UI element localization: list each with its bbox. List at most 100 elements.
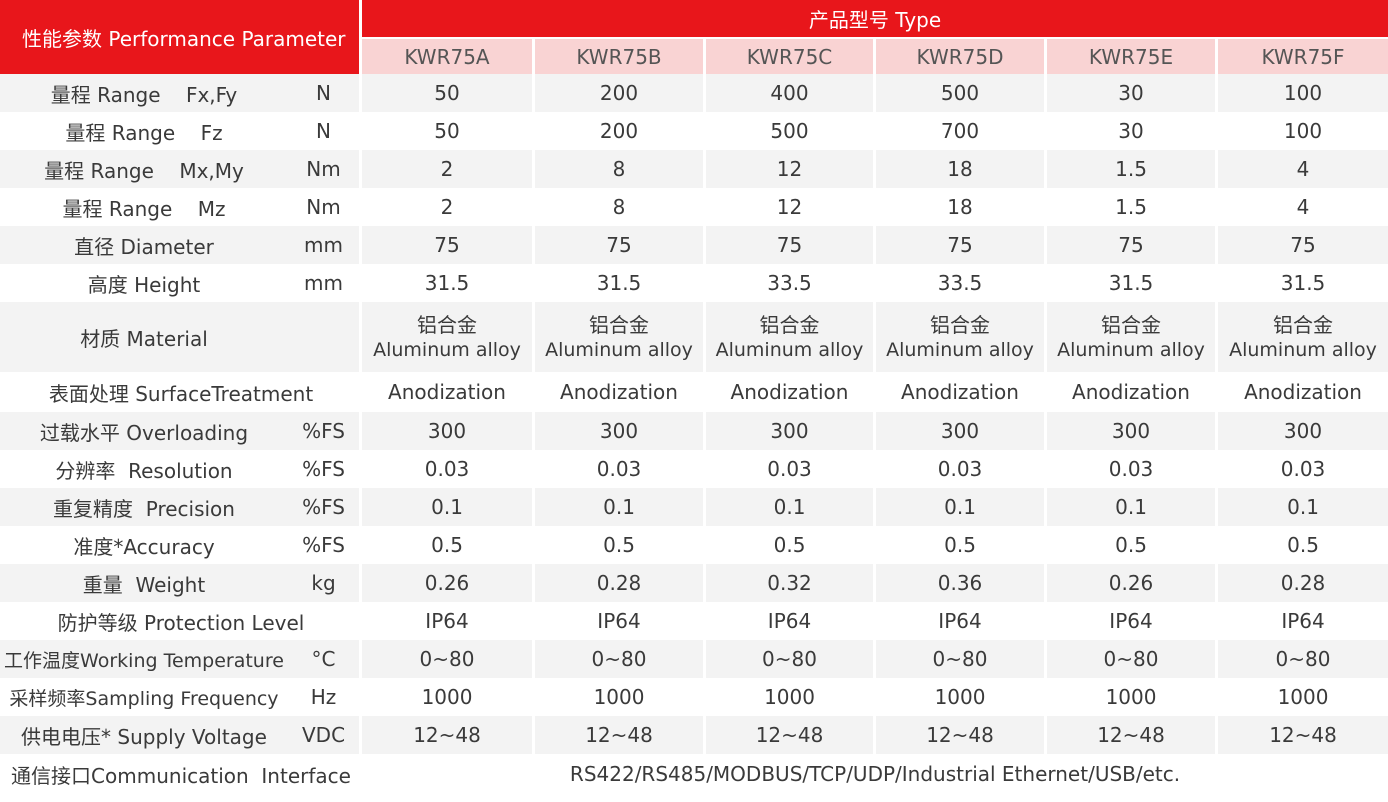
row-label: 高度 Height xyxy=(87,272,201,297)
row-label: 重量 Weight xyxy=(0,564,288,602)
spec-row: 工作温度Working Temperature °C 0~80 0~80 0~8… xyxy=(0,640,1388,678)
value-cell: 1000 xyxy=(876,678,1048,716)
value-cell: 4 xyxy=(1218,150,1388,188)
value-cell: IP64 xyxy=(1047,602,1219,640)
value-cell: 0.1 xyxy=(1047,488,1219,526)
model-row: KWR75A KWR75B KWR75C KWR75D KWR75E KWR75… xyxy=(0,37,1388,74)
value-cell: 1.5 xyxy=(1047,188,1219,226)
value-cell: 31.5 xyxy=(535,264,707,302)
value-cell: 300 xyxy=(1047,412,1219,450)
value-cell: Anodization xyxy=(1047,372,1219,412)
performance-header: 性能参数 Performance Parameter xyxy=(0,0,363,74)
material-en: Aluminum alloy xyxy=(715,339,864,361)
communication-value: RS422/RS485/MODBUS/TCP/UDP/Industrial Et… xyxy=(569,762,1181,786)
spec-row: 量程 Range Fx,Fy N 50 200 400 500 30 100 xyxy=(0,74,1388,112)
value-cell: 1000 xyxy=(706,678,877,716)
value-cell: IP64 xyxy=(535,602,707,640)
value-cell: 100 xyxy=(1218,74,1388,112)
spec-row: 高度 Height mm 31.5 31.5 33.5 33.5 31.5 31… xyxy=(0,264,1388,302)
value-cell: 75 xyxy=(1218,226,1388,264)
value-cell: 1000 xyxy=(535,678,707,716)
type-header: 产品型号 Type xyxy=(362,0,1388,37)
model-cell: KWR75C xyxy=(706,37,877,74)
value-cell: 12~48 xyxy=(362,716,536,754)
model-cell: KWR75B xyxy=(535,37,707,74)
row-label: 通信接口Communication Interface xyxy=(11,763,351,788)
row-label: 工作温度Working Temperature xyxy=(0,640,288,678)
value-cell: 31.5 xyxy=(1047,264,1219,302)
value-cell: 1000 xyxy=(1047,678,1219,716)
value-cell: 12~48 xyxy=(535,716,707,754)
row-unit: kg xyxy=(288,564,363,602)
value-cell: Anodization xyxy=(876,372,1048,412)
material-cell: 铝合金 Aluminum alloy xyxy=(535,302,707,372)
value-cell: 1000 xyxy=(1277,685,1329,709)
value-cell: 2 xyxy=(362,150,536,188)
value-cell: 200 xyxy=(535,74,707,112)
value-cell: 12~48 xyxy=(1047,716,1219,754)
value-cell: 75 xyxy=(706,226,877,264)
spec-row: 采样频率Sampling Frequency Hz 1000 1000 1000… xyxy=(0,678,1388,716)
row-unit: Hz xyxy=(288,678,363,716)
value-cell: 50 xyxy=(362,74,536,112)
material-row: 材质 Material 铝合金 Aluminum alloy 铝合金 Aluminu… xyxy=(0,302,1388,372)
value-cell: 0~80 xyxy=(1218,640,1388,678)
value-cell: 12 xyxy=(706,150,877,188)
value-cell: 12~48 xyxy=(706,716,877,754)
value-cell: 0~80 xyxy=(1047,640,1219,678)
value-cell: 0.03 xyxy=(535,450,707,488)
material-cell: 铝合金 Aluminum alloy xyxy=(362,302,536,372)
value-cell: 0.1 xyxy=(362,488,536,526)
value-cell: 33.5 xyxy=(876,264,1048,302)
value-cell: 0.03 xyxy=(876,450,1048,488)
model-cell: KWR75A xyxy=(362,37,536,74)
row-label: 量程 Range Mz xyxy=(62,196,226,221)
value-cell: 0.5 xyxy=(876,526,1048,564)
value-cell: 300 xyxy=(876,412,1048,450)
row-unit: Nm xyxy=(288,150,363,188)
value-cell: 0.32 xyxy=(706,564,877,602)
value-cell: 0.26 xyxy=(1047,564,1219,602)
row-label: 直径 Diameter xyxy=(0,226,288,264)
row-unit: N xyxy=(288,112,363,150)
communication-row: 通信接口Communication Interface RS422/RS485/… xyxy=(0,754,1388,794)
value-cell: 300 xyxy=(535,412,707,450)
value-cell: IP64 xyxy=(1281,609,1325,633)
row-unit: %FS xyxy=(288,412,363,450)
value-cell: 75 xyxy=(362,226,536,264)
row-label: 表面处理 SurfaceTreatment xyxy=(48,381,314,406)
value-cell: 0.03 xyxy=(362,450,536,488)
value-cell: 8 xyxy=(535,188,707,226)
value-cell: IP64 xyxy=(362,602,536,640)
value-cell: 500 xyxy=(706,112,877,150)
row-unit: mm xyxy=(288,226,363,264)
value-cell: 75 xyxy=(535,226,707,264)
value-cell: 12 xyxy=(706,188,877,226)
value-cell: 31.5 xyxy=(362,264,536,302)
material-cn: 铝合金 xyxy=(1273,313,1334,337)
row-label: 材质 Material xyxy=(0,302,288,372)
row-unit: %FS xyxy=(288,450,363,488)
material-cn: 铝合金 xyxy=(759,313,820,337)
material-cell: 铝合金 Aluminum alloy xyxy=(706,302,877,372)
value-cell: 0.1 xyxy=(1218,488,1388,526)
value-cell: 0.1 xyxy=(535,488,707,526)
value-cell: 200 xyxy=(535,112,707,150)
value-cell: 0.03 xyxy=(706,450,877,488)
value-cell: 0.5 xyxy=(1047,526,1219,564)
value-cell: 18 xyxy=(876,150,1048,188)
value-cell: Anodization xyxy=(362,372,536,412)
value-cell: 75 xyxy=(1047,226,1219,264)
material-en: Aluminum alloy xyxy=(1229,339,1377,361)
row-label: 量程 Range Fx,Fy xyxy=(0,74,288,112)
header-row: 性能参数 Performance Parameter 产品型号 Type xyxy=(0,0,1388,74)
spec-row: 直径 Diameter mm 75 75 75 75 75 75 xyxy=(0,226,1388,264)
value-cell: Anodization xyxy=(1244,380,1362,404)
material-cell: 铝合金 Aluminum alloy xyxy=(1047,302,1219,372)
value-cell: 12~48 xyxy=(876,716,1048,754)
spec-row: 重量 Weight kg 0.26 0.28 0.32 0.36 0.26 0.… xyxy=(0,564,1388,602)
material-en: Aluminum alloy xyxy=(545,339,693,361)
value-cell: Anodization xyxy=(535,372,707,412)
material-cell: 铝合金 Aluminum alloy xyxy=(876,302,1048,372)
